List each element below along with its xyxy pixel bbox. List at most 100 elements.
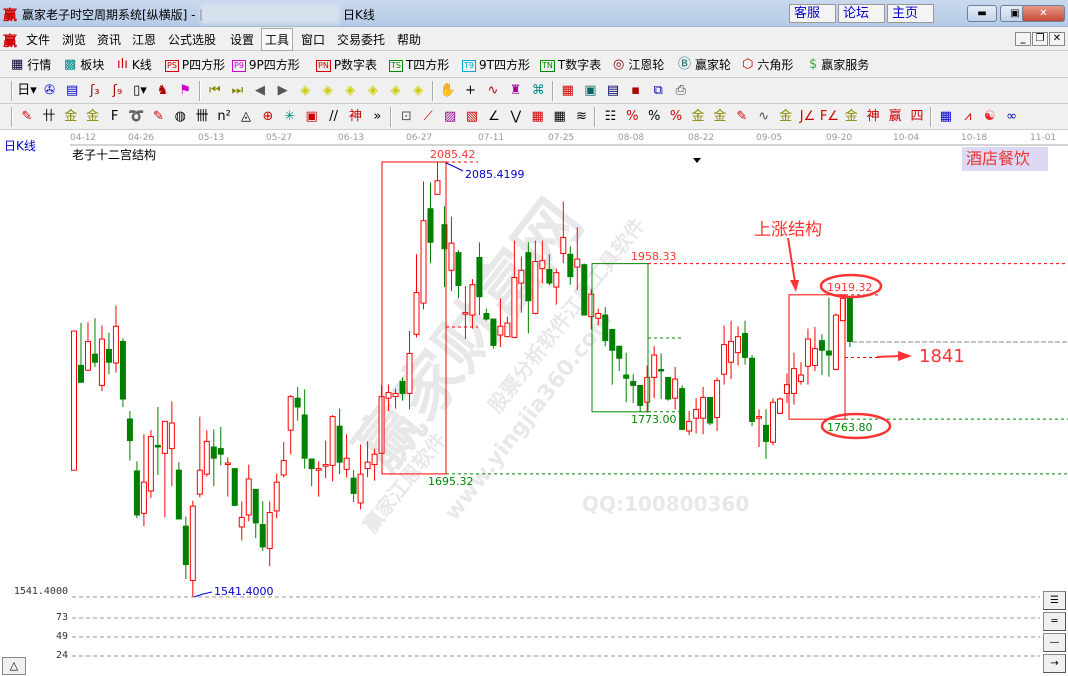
grid-arrow-icon[interactable]: ▦	[553, 109, 566, 124]
move-left-icon[interactable]: ◈	[300, 83, 311, 98]
toolbar-pn-button[interactable]: PN P数字表	[316, 56, 377, 73]
toolbar-dollar-button[interactable]: $ 赢家服务	[808, 56, 869, 73]
save-icon[interactable]: ▪	[631, 83, 640, 98]
gold-bar-icon[interactable]: 金	[779, 109, 793, 124]
more-icon[interactable]: »	[373, 109, 382, 124]
flag-icon[interactable]: ⚑	[179, 83, 192, 98]
percent-icon[interactable]: %	[648, 109, 661, 124]
crosshair-icon[interactable]: +	[464, 83, 476, 98]
sine-icon[interactable]: ∿	[758, 109, 770, 124]
last-icon[interactable]: ⏭	[231, 83, 244, 98]
layout-one-button[interactable]: —	[1043, 633, 1066, 652]
first-icon[interactable]: ⏮	[208, 83, 221, 98]
period-label[interactable]: 日K线	[4, 139, 36, 153]
ladder-icon[interactable]: ☷	[604, 109, 617, 124]
period-select-icon[interactable]: 日▾	[17, 83, 37, 98]
forum-link[interactable]: 论坛	[838, 4, 885, 23]
toolbar-winner-wheel-button[interactable]: Ⓑ 赢家轮	[677, 56, 731, 73]
calculator-icon[interactable]: ▣	[584, 83, 597, 98]
grid-lines-icon[interactable]: 卄	[42, 109, 56, 124]
angle-fan-icon[interactable]: ∠	[488, 109, 500, 124]
menu-gann[interactable]: 江恩	[132, 33, 157, 47]
move-right-icon[interactable]: ◈	[322, 83, 333, 98]
fan-box2-icon[interactable]: ▧	[465, 109, 479, 124]
taiji-icon[interactable]: ☯	[983, 109, 996, 124]
hand-icon[interactable]: ✋	[439, 83, 456, 98]
pen-lines-icon[interactable]: ✎	[736, 109, 748, 124]
infinity-icon[interactable]: ∞	[1006, 109, 1018, 124]
indicator3-icon[interactable]: ʃ₃	[90, 83, 100, 98]
circle-cross-icon[interactable]: ⊕	[262, 109, 274, 124]
menu-trade[interactable]: 交易委托	[337, 33, 386, 47]
web-icon[interactable]: ✳	[284, 109, 296, 124]
menu-help[interactable]: 帮助	[397, 33, 422, 47]
toolbar-tn-button[interactable]: TN T数字表	[540, 56, 601, 73]
menu-info[interactable]: 资讯	[97, 33, 122, 47]
next-icon[interactable]: ▶	[277, 83, 288, 98]
toolbar-t9-button[interactable]: T9 9T四方形	[462, 56, 530, 73]
fan-box-icon[interactable]: ▨	[443, 109, 457, 124]
indicator9-icon[interactable]: ʃ₉	[112, 83, 123, 98]
zoom-out-icon[interactable]: ◈	[390, 83, 401, 98]
menu-window[interactable]: 窗口	[301, 33, 326, 47]
gold-lines-icon[interactable]: 金	[713, 109, 727, 124]
minimize-button[interactable]: ▬	[967, 5, 997, 22]
f-fan-icon[interactable]: F∠	[819, 109, 839, 124]
prev-icon[interactable]: ◀	[255, 83, 265, 98]
square-web-icon[interactable]: ▣	[305, 109, 318, 124]
mdi-restore-button[interactable]: ❐	[1032, 32, 1048, 46]
god-fan-icon[interactable]: 神	[866, 109, 880, 124]
pen-ruler-icon[interactable]: ✎	[152, 109, 164, 124]
channel-icon[interactable]: ≋	[576, 109, 587, 124]
god-line-icon[interactable]: 神	[348, 109, 362, 124]
line-draw-icon[interactable]: ∿	[487, 83, 499, 98]
toolbar-gann-wheel-button[interactable]: ◎ 江恩轮	[612, 56, 664, 73]
menu-settings[interactable]: 设置	[230, 33, 255, 47]
gold-circle-icon[interactable]: 金	[691, 109, 705, 124]
network-icon[interactable]: ⧉	[653, 83, 663, 98]
scroll-right-button[interactable]: →	[1043, 654, 1066, 673]
menu-file[interactable]: 文件	[26, 33, 51, 47]
box-icon[interactable]: ⊡	[400, 109, 412, 124]
menu-tools[interactable]: 工具	[261, 28, 294, 51]
toolbar-hexagon-button[interactable]: ⬡ 六角形	[741, 56, 793, 73]
fib-icon[interactable]: F	[110, 109, 119, 124]
percent-line-icon[interactable]: %	[626, 109, 639, 124]
document-icon[interactable]: ▤	[606, 83, 620, 98]
triangle-icon[interactable]: ◬	[241, 109, 251, 124]
toolbar-sector-grid-button[interactable]: ▩ 板块	[63, 56, 104, 73]
zoom-in-icon[interactable]: ◈	[368, 83, 378, 98]
toolbar-ps-button[interactable]: PS P四方形	[165, 56, 225, 73]
layout-three-button[interactable]: ☰	[1043, 591, 1066, 610]
layout-two-button[interactable]: ═	[1043, 612, 1066, 631]
mdi-close-button[interactable]: ✕	[1049, 32, 1065, 46]
homepage-link[interactable]: 主页	[887, 4, 934, 23]
toolbar-kline-button[interactable]: ılı K线	[116, 56, 152, 73]
lines-icon[interactable]: //	[329, 109, 338, 124]
app-menu-logo[interactable]: 赢	[3, 34, 17, 50]
toolbar-quote-table-button[interactable]: ▦ 行情	[10, 56, 51, 73]
gold-line-icon[interactable]: 金	[64, 109, 78, 124]
four-fan-icon[interactable]: 四	[910, 109, 924, 124]
weight-icon[interactable]: ♞	[156, 83, 169, 98]
gold-line2-icon[interactable]: 金	[86, 109, 100, 124]
toolbar-ts-button[interactable]: TS T四方形	[389, 56, 449, 73]
print-icon[interactable]: ⎙	[675, 83, 686, 98]
toolbar-p9-button[interactable]: P9 9P四方形	[232, 56, 300, 73]
spiral-icon[interactable]: ➰	[128, 109, 145, 124]
pen-icon[interactable]: ✎	[21, 109, 33, 124]
expand-panel-button[interactable]: △	[2, 657, 26, 675]
service-link[interactable]: 客服	[789, 4, 836, 23]
menu-browse[interactable]: 浏览	[62, 33, 87, 47]
map-icon[interactable]: ⌘	[531, 83, 545, 98]
circle-ruler-icon[interactable]: ◍	[174, 109, 186, 124]
grid-box-icon[interactable]: ▦	[531, 109, 544, 124]
tower-icon[interactable]: ♜	[509, 83, 522, 98]
link-icon[interactable]: ✇	[44, 83, 56, 98]
move-h-icon[interactable]: ◈	[345, 83, 356, 98]
clipboard-icon[interactable]: ▤	[66, 83, 79, 98]
close-button[interactable]: ✕	[1022, 5, 1065, 22]
percent-lines-icon[interactable]: %	[669, 109, 683, 124]
mdi-minimize-button[interactable]: _	[1015, 32, 1031, 46]
fan-icon[interactable]: ⟋	[423, 109, 433, 124]
